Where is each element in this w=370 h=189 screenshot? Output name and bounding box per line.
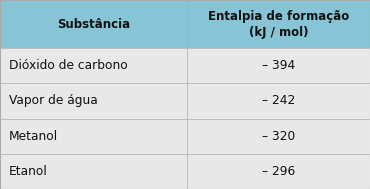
Text: Substância: Substância bbox=[57, 18, 130, 31]
Text: – 296: – 296 bbox=[262, 165, 295, 178]
Text: – 320: – 320 bbox=[262, 130, 295, 143]
Bar bbox=[0, 154, 370, 189]
Text: – 394: – 394 bbox=[262, 59, 295, 72]
Bar bbox=[0, 0, 370, 48]
Text: – 242: – 242 bbox=[262, 94, 295, 108]
Text: Dióxido de carbono: Dióxido de carbono bbox=[9, 59, 128, 72]
Text: Vapor de água: Vapor de água bbox=[9, 94, 98, 108]
Text: Entalpia de formação
(kJ / mol): Entalpia de formação (kJ / mol) bbox=[208, 10, 349, 39]
Text: Metanol: Metanol bbox=[9, 130, 58, 143]
Text: Etanol: Etanol bbox=[9, 165, 48, 178]
Bar bbox=[0, 83, 370, 119]
Bar bbox=[0, 48, 370, 83]
Bar bbox=[0, 119, 370, 154]
